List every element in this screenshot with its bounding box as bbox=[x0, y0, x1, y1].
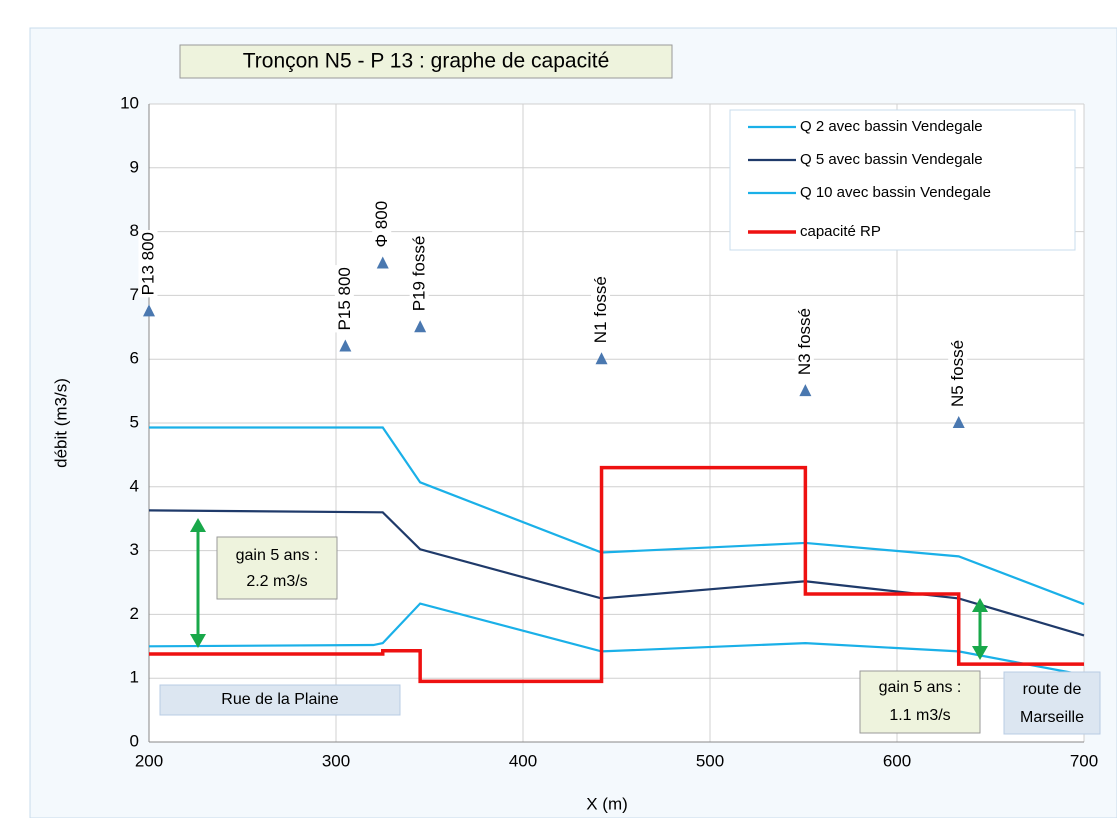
marker-label: N5 fossé bbox=[948, 340, 967, 407]
annotation: 2.2 m3/s bbox=[246, 573, 307, 590]
marker-label-bg bbox=[794, 306, 814, 378]
marker-label: N1 fossé bbox=[591, 276, 610, 343]
y-tick-label: 8 bbox=[130, 221, 139, 240]
marker-label: P15 800 bbox=[335, 267, 354, 330]
series-line bbox=[149, 465, 1084, 684]
y-tick-label: 3 bbox=[130, 540, 139, 559]
annotation: gain 5 ans : bbox=[879, 679, 962, 696]
legend-label: Q 5 avec bassin Vendegale bbox=[800, 151, 983, 168]
x-tick-label: 400 bbox=[509, 751, 537, 770]
title-box bbox=[179, 44, 673, 79]
series-line bbox=[148, 602, 1085, 677]
x-tick-label: 300 bbox=[322, 751, 350, 770]
x-axis-label: X (m) bbox=[586, 794, 628, 813]
marker bbox=[595, 352, 608, 365]
marker bbox=[339, 339, 352, 352]
marker-label-bg bbox=[138, 230, 158, 298]
y-tick-label: 6 bbox=[130, 349, 139, 368]
marker bbox=[376, 256, 389, 269]
y-tick-label: 1 bbox=[130, 668, 139, 687]
marker-label: N3 fossé bbox=[795, 308, 814, 375]
marker bbox=[799, 384, 812, 397]
marker-label-bg bbox=[948, 337, 968, 409]
y-tick-label: 0 bbox=[130, 731, 139, 750]
marker-label: P19 fossé bbox=[410, 236, 429, 312]
y-tick-label: 7 bbox=[130, 285, 139, 304]
arrow-head bbox=[972, 646, 988, 660]
marker bbox=[952, 416, 965, 428]
marker-label: Φ 800 bbox=[372, 201, 391, 248]
annotation-box bbox=[216, 536, 338, 600]
x-tick-label: 200 bbox=[135, 751, 163, 770]
marker-label-bg bbox=[591, 274, 611, 346]
arrow-head bbox=[190, 518, 206, 532]
annotation-box bbox=[859, 670, 981, 734]
y-tick-label: 2 bbox=[130, 604, 139, 623]
chart-title: Tronçon N5 - P 13 : graphe de capacité bbox=[243, 50, 610, 73]
annotation: Marseille bbox=[1020, 709, 1084, 726]
marker bbox=[414, 320, 427, 333]
x-tick-label: 600 bbox=[883, 751, 911, 770]
marker bbox=[143, 304, 155, 317]
legend-label: Q 2 avec bassin Vendegale bbox=[800, 118, 983, 135]
arrow-head bbox=[190, 634, 206, 648]
legend bbox=[729, 109, 1076, 251]
x-tick-label: 700 bbox=[1070, 751, 1098, 770]
arrow-head bbox=[972, 598, 988, 612]
y-tick-label: 9 bbox=[130, 157, 139, 176]
marker-label-bg bbox=[334, 265, 354, 333]
legend-label: Q 10 avec bassin Vendegale bbox=[800, 184, 991, 201]
annotation: gain 5 ans : bbox=[236, 547, 319, 564]
annotation: Rue de la Plaine bbox=[221, 691, 339, 708]
y-axis-label: débit (m3/s) bbox=[51, 378, 70, 468]
x-tick-label: 500 bbox=[696, 751, 724, 770]
marker-label-bg bbox=[409, 233, 429, 314]
y-tick-label: 10 bbox=[120, 93, 139, 112]
annotation-box bbox=[1003, 671, 1101, 735]
marker-label-bg bbox=[372, 198, 392, 250]
y-tick-label: 4 bbox=[130, 476, 139, 495]
annotation-box bbox=[159, 684, 401, 716]
y-tick-label: 5 bbox=[130, 412, 139, 431]
annotation: 1.1 m3/s bbox=[889, 707, 950, 724]
annotation: route de bbox=[1023, 681, 1082, 698]
legend-label: capacité RP bbox=[800, 223, 881, 240]
marker-label: P13 800 bbox=[138, 232, 157, 295]
